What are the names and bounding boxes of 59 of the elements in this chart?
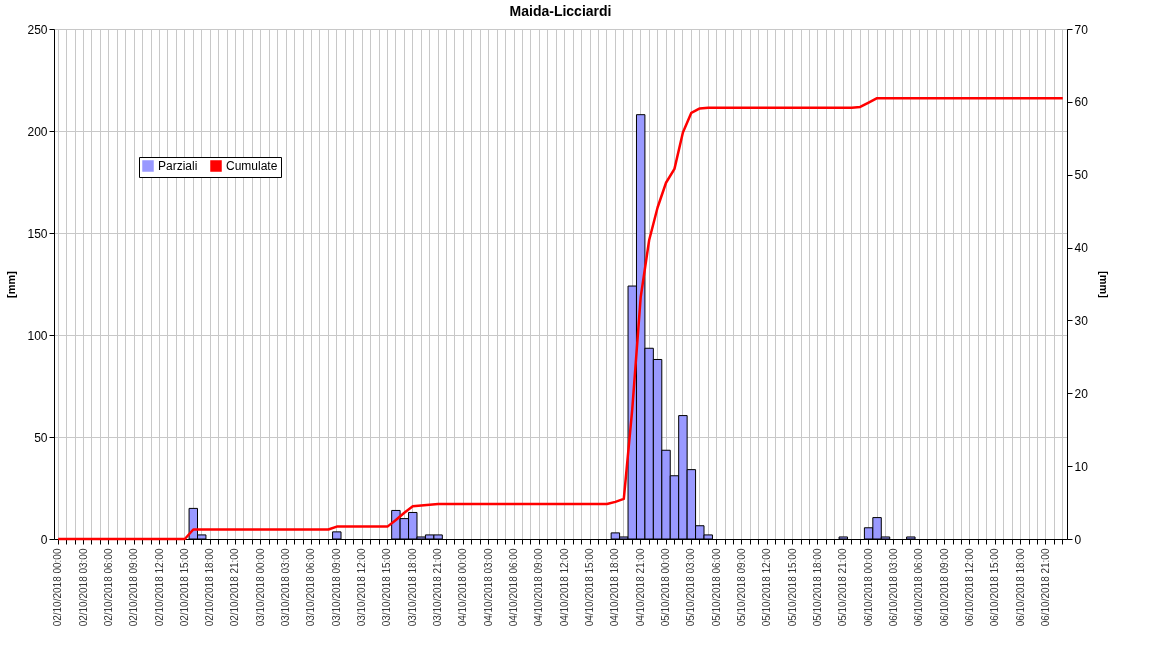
x-tick-label: 02/10/2018 21:00 (229, 548, 241, 627)
y-tick-label: 0 (40, 532, 48, 547)
x-tick-label: 02/10/2018 18:00 (204, 548, 216, 627)
x-tick-label: 05/10/2018 12:00 (761, 548, 773, 627)
x-tick-label: 05/10/2018 15:00 (786, 548, 798, 627)
x-tick-label: 06/10/2018 09:00 (938, 548, 950, 627)
x-tick-label: 03/10/2018 03:00 (280, 548, 292, 627)
x-tick-label: 04/10/2018 00:00 (457, 548, 469, 627)
x-tick-label: 03/10/2018 21:00 (432, 548, 444, 627)
x-tick-label: 06/10/2018 21:00 (1039, 548, 1051, 627)
x-tick-label: 04/10/2018 21:00 (634, 548, 646, 627)
legend-label: Parziali (158, 159, 198, 173)
y2-tick-label: 40 (1074, 241, 1089, 256)
x-tick-label: 06/10/2018 12:00 (963, 548, 975, 627)
x-tick-label: 03/10/2018 00:00 (254, 548, 266, 627)
x-tick-label: 04/10/2018 06:00 (508, 548, 520, 627)
x-tick-label: 05/10/2018 09:00 (736, 548, 747, 627)
x-tick-label: 04/10/2018 15:00 (584, 548, 596, 627)
x-tick-label: 06/10/2018 18:00 (1014, 548, 1026, 627)
legend-label: Cumulate (226, 159, 278, 173)
x-tick-label: 06/10/2018 03:00 (887, 548, 899, 627)
chart-title: Maida-Licciardi (509, 3, 612, 19)
x-tick-label: 05/10/2018 03:00 (685, 548, 697, 627)
y-tick-label: 250 (27, 22, 48, 37)
x-tick-label: 03/10/2018 12:00 (356, 548, 368, 627)
y2-tick-label: 20 (1074, 386, 1089, 401)
x-tick-label: 03/10/2018 06:00 (305, 548, 317, 627)
y-axis-title: [mm] (5, 270, 18, 298)
x-tick-label: 04/10/2018 18:00 (609, 548, 621, 627)
y-tick-label: 200 (27, 124, 48, 139)
x-tick-label: 05/10/2018 21:00 (837, 548, 849, 627)
y2-tick-label: 30 (1074, 313, 1089, 328)
x-tick-label: 02/10/2018 00:00 (52, 548, 64, 627)
y-tick-label: 100 (27, 328, 48, 343)
x-tick-label: 04/10/2018 03:00 (482, 548, 494, 627)
y-tick-label: 50 (34, 430, 48, 445)
y2-tick-label: 0 (1074, 532, 1082, 547)
x-tick-label: 06/10/2018 06:00 (913, 548, 925, 627)
x-tick-label: 03/10/2018 15:00 (381, 548, 393, 627)
y2-tick-label: 10 (1074, 459, 1089, 474)
x-tick-label: 06/10/2018 00:00 (862, 548, 874, 627)
x-tick-label: 02/10/2018 09:00 (128, 548, 140, 627)
y2-tick-label: 50 (1074, 168, 1089, 183)
x-tick-label: 06/10/2018 15:00 (989, 548, 1001, 627)
x-tick-label: 05/10/2018 00:00 (660, 548, 672, 627)
x-tick-label: 02/10/2018 15:00 (178, 548, 190, 627)
x-tick-label: 05/10/2018 18:00 (811, 548, 823, 627)
x-tick-label: 02/10/2018 03:00 (77, 548, 89, 627)
x-tick-label: 03/10/2018 18:00 (406, 548, 418, 627)
x-tick-label: 05/10/2018 06:00 (710, 548, 722, 627)
x-tick-label: 03/10/2018 09:00 (330, 548, 342, 627)
y-tick-label: 150 (27, 226, 48, 241)
x-tick-label: 02/10/2018 06:00 (102, 548, 114, 627)
y2-axis-title: [mm] (1097, 271, 1110, 299)
x-tick-label: 02/10/2018 12:00 (153, 548, 165, 627)
x-tick-label: 04/10/2018 09:00 (533, 548, 545, 627)
x-tick-label: 04/10/2018 12:00 (558, 548, 570, 627)
y2-tick-label: 60 (1074, 95, 1089, 110)
y2-tick-label: 70 (1074, 22, 1089, 37)
